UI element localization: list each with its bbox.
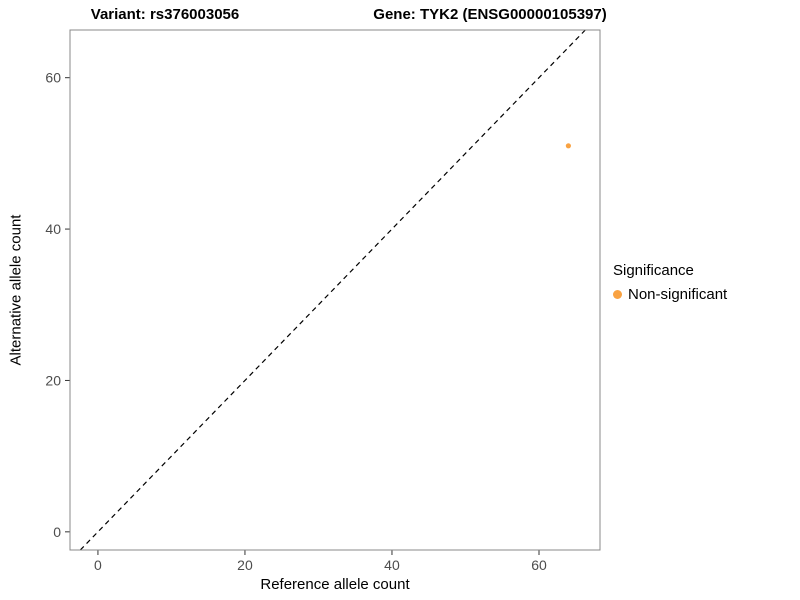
svg-text:40: 40 <box>384 557 400 573</box>
svg-text:40: 40 <box>45 221 61 237</box>
legend-dot-icon <box>613 290 622 299</box>
legend-title: Significance <box>613 262 694 279</box>
legend-item-non-significant: Non-significant <box>613 286 727 303</box>
y-axis-title: Alternative allele count <box>7 214 25 366</box>
svg-text:20: 20 <box>237 557 253 573</box>
svg-text:60: 60 <box>45 70 61 86</box>
svg-text:60: 60 <box>531 557 547 573</box>
legend-item-label: Non-significant <box>628 286 728 303</box>
plot-title-gene: Gene: TYK2 (ENSG00000105397) <box>373 6 607 23</box>
legend: Significance Non-significant <box>613 262 727 303</box>
plot-title-variant: Variant: rs376003056 <box>90 6 240 23</box>
x-axis-title: Reference allele count <box>260 576 410 593</box>
svg-text:20: 20 <box>45 372 61 388</box>
svg-text:0: 0 <box>94 557 102 573</box>
svg-text:0: 0 <box>53 524 61 540</box>
